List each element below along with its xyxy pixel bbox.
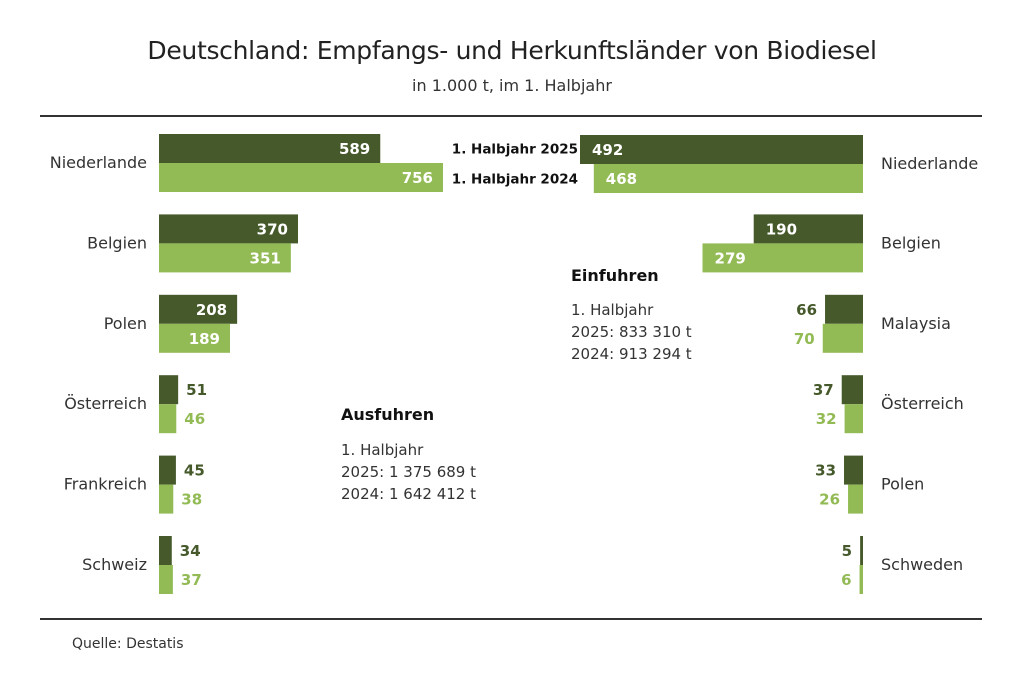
bar-right-polen-2025 [844, 455, 863, 485]
bar-left-oesterreich-2025 [159, 375, 179, 405]
category-label-right-oesterreich: Österreich [881, 394, 964, 413]
value-label-right-oesterreich-2025: 37 [813, 381, 834, 399]
exports-period: 1. Halbjahr [341, 441, 424, 459]
value-label-right-schweden-2025: 5 [842, 542, 852, 560]
bar-right-oesterreich-2025 [841, 375, 863, 405]
bar-left-oesterreich-2024 [159, 404, 177, 434]
category-label-left-oesterreich: Österreich [64, 394, 147, 413]
bar-right-malaysia-2025 [825, 294, 863, 324]
value-label-right-malaysia-2025: 66 [796, 301, 817, 319]
value-label-left-belgien-2024: 351 [250, 249, 281, 267]
value-label-left-oesterreich-2024: 46 [184, 410, 205, 428]
bar-left-schweiz-2025 [159, 536, 172, 565]
value-label-left-niederlande-2024: 756 [402, 169, 433, 187]
category-label-right-malaysia: Malaysia [881, 314, 951, 333]
bar-right-niederlande-2024 [593, 164, 863, 193]
bar-left-frankreich-2024 [159, 484, 174, 514]
bar-left-belgien-2025 [159, 214, 298, 244]
bar-left-niederlande-2025 [159, 134, 381, 163]
bar-left-polen-2024 [159, 323, 230, 353]
source-note: Quelle: Destatis [72, 636, 184, 652]
bottom-rule [40, 618, 982, 620]
value-label-right-polen-2025: 33 [815, 462, 836, 480]
bar-right-polen-2024 [848, 484, 863, 514]
bar-right-oesterreich-2024 [844, 404, 863, 434]
bar-right-niederlande-2025 [580, 135, 863, 164]
exports-heading: Ausfuhren [341, 405, 435, 424]
chart-title: Deutschland: Empfangs- und Herkunftsländ… [147, 36, 877, 65]
category-label-right-belgien: Belgien [881, 233, 941, 252]
bar-left-frankreich-2025 [159, 455, 176, 485]
value-label-right-polen-2024: 26 [819, 491, 840, 509]
bar-left-schweiz-2024 [159, 565, 173, 594]
top-rule [40, 115, 982, 117]
value-label-left-frankreich-2024: 38 [181, 491, 202, 509]
bar-left-belgien-2024 [159, 243, 291, 273]
value-label-left-schweiz-2025: 34 [180, 542, 201, 560]
legend-label-2025: 1. Halbjahr 2025 [452, 142, 578, 158]
imports-period: 1. Halbjahr [571, 301, 654, 319]
bar-right-belgien-2024 [702, 243, 863, 273]
category-label-left-schweiz: Schweiz [82, 555, 147, 574]
chart-subtitle: in 1.000 t, im 1. Halbjahr [412, 76, 612, 95]
value-label-left-polen-2025: 208 [196, 301, 227, 319]
value-label-left-polen-2024: 189 [189, 330, 220, 348]
category-label-right-schweden: Schweden [881, 555, 963, 574]
bar-right-schweden-2025 [860, 536, 863, 565]
imports-total-2025: 2025: 833 310 t [571, 323, 692, 341]
value-label-left-frankreich-2025: 45 [184, 462, 205, 480]
bar-left-polen-2025 [159, 294, 238, 324]
imports-total-2024: 2024: 913 294 t [571, 345, 692, 363]
legend-label-2024: 1. Halbjahr 2024 [452, 172, 578, 188]
category-label-right-polen: Polen [881, 475, 924, 494]
value-label-right-belgien-2025: 190 [766, 220, 797, 238]
category-label-left-belgien: Belgien [87, 233, 147, 252]
bar-right-belgien-2025 [753, 214, 863, 244]
imports-heading: Einfuhren [571, 266, 659, 285]
exports-total-2024: 2024: 1 642 412 t [341, 485, 476, 503]
value-label-right-belgien-2024: 279 [715, 249, 746, 267]
category-label-left-polen: Polen [104, 314, 147, 333]
value-label-right-niederlande-2024: 468 [606, 170, 637, 188]
value-label-right-oesterreich-2024: 32 [816, 410, 837, 428]
value-label-left-oesterreich-2025: 51 [186, 381, 207, 399]
category-label-left-frankreich: Frankreich [64, 475, 147, 494]
bar-right-schweden-2024 [859, 565, 863, 594]
bar-right-malaysia-2024 [822, 323, 863, 353]
category-label-left-niederlande: Niederlande [50, 153, 147, 172]
category-label-right-niederlande: Niederlande [881, 154, 978, 173]
value-label-left-belgien-2025: 370 [257, 220, 288, 238]
value-label-left-niederlande-2025: 589 [339, 140, 370, 158]
bar-left-niederlande-2024 [159, 163, 443, 192]
exports-total-2025: 2025: 1 375 689 t [341, 463, 476, 481]
value-label-right-niederlande-2025: 492 [592, 141, 623, 159]
value-label-left-schweiz-2024: 37 [181, 571, 202, 589]
value-label-right-malaysia-2024: 70 [794, 330, 815, 348]
value-label-right-schweden-2024: 6 [841, 571, 851, 589]
